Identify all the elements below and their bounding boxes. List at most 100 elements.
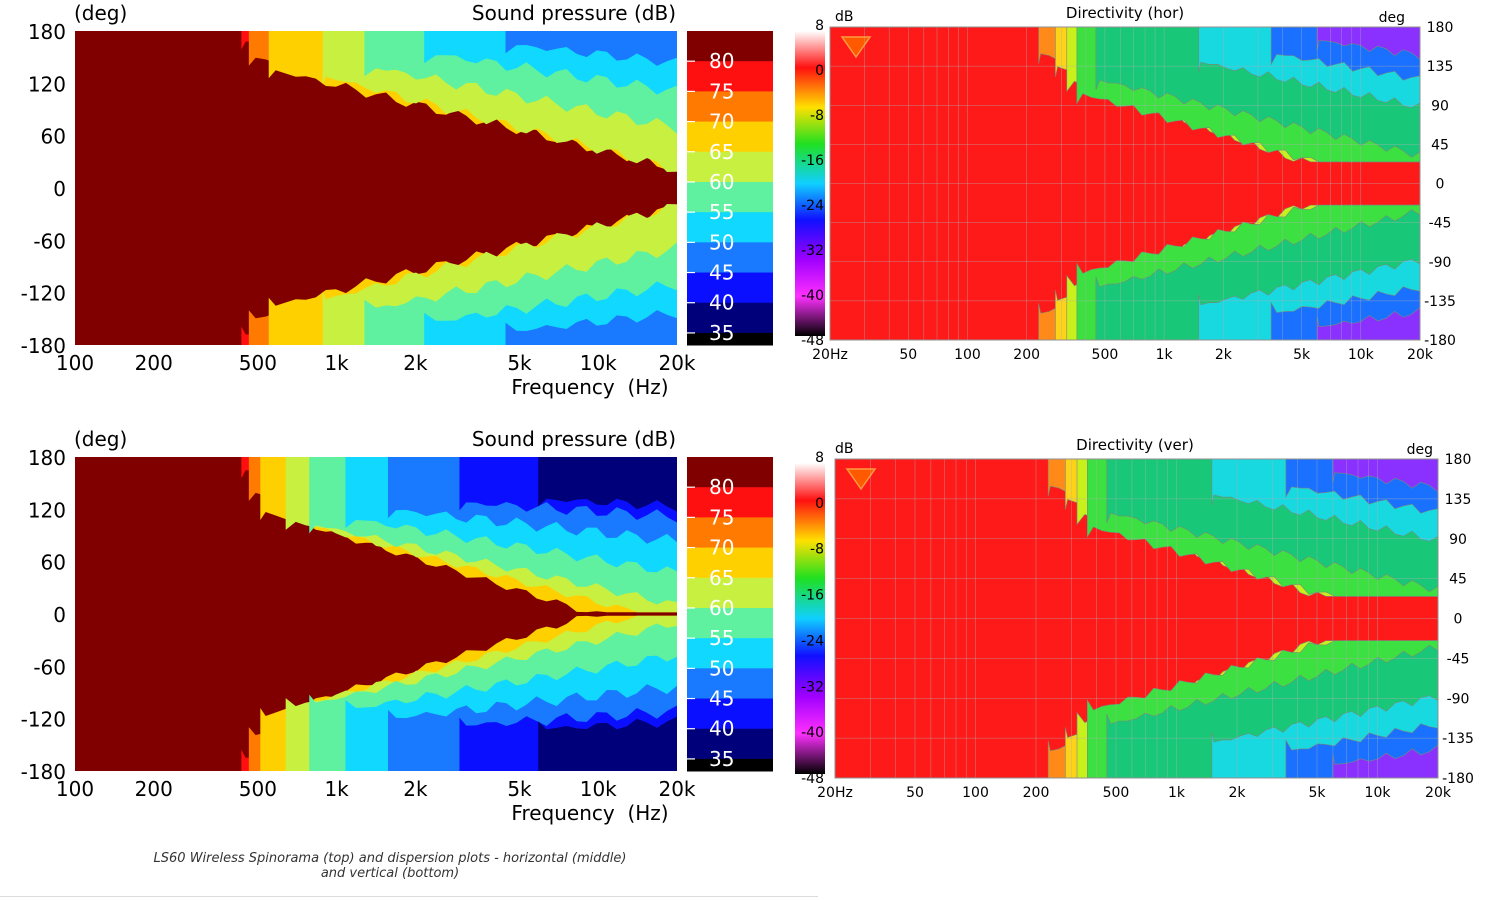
legend-swatch xyxy=(687,212,773,243)
colorbar-tick-label: -40 xyxy=(801,725,824,741)
x-tick-label: 2k xyxy=(1228,785,1246,801)
y-tick-label: -90 xyxy=(1447,691,1470,707)
chart-title: Directivity (hor) xyxy=(1066,4,1184,22)
contour-band-bottom xyxy=(538,716,677,771)
y-tick-label: 120 xyxy=(28,498,66,522)
y-axis-label: deg xyxy=(1407,442,1433,458)
y-tick-label: -180 xyxy=(1424,333,1456,349)
x-tick-label: 5k xyxy=(507,777,532,801)
x-tick-label: 50 xyxy=(906,785,924,801)
y-tick-label: -45 xyxy=(1429,216,1452,232)
colorbar-tick-label: 8 xyxy=(815,18,824,34)
legend-swatch xyxy=(687,607,773,639)
x-tick-label: 500 xyxy=(1103,785,1130,801)
y-tick-label: 90 xyxy=(1449,532,1467,548)
legend-swatch xyxy=(687,91,773,123)
colorbar-tick-label: -24 xyxy=(801,198,824,214)
legend-label: 35 xyxy=(709,747,734,771)
legend-swatch xyxy=(687,302,773,334)
legend-swatch xyxy=(687,698,773,730)
x-axis-label: Frequency (Hz) xyxy=(511,801,668,825)
colorbar-label: dB xyxy=(835,441,854,457)
x-tick-label: 10k xyxy=(580,777,617,801)
y-tick-label: 180 xyxy=(1427,20,1454,36)
y-tick-label: 0 xyxy=(53,603,66,627)
x-tick-label: 10k xyxy=(1348,347,1375,363)
directivity-plot-area xyxy=(835,459,1438,778)
legend-label: 45 xyxy=(709,261,734,285)
grid-lines xyxy=(829,26,1421,341)
x-tick-label: 500 xyxy=(239,777,277,801)
legend-label: 50 xyxy=(709,656,734,680)
legend-label: 75 xyxy=(709,79,734,103)
y-tick-label: -120 xyxy=(21,282,66,306)
legend-label: 65 xyxy=(709,140,734,164)
x-tick-label: 2k xyxy=(403,777,428,801)
x-tick-label: 500 xyxy=(1092,347,1119,363)
legend-label: 60 xyxy=(709,170,734,194)
legend-swatch xyxy=(687,517,773,549)
y-tick-label: 0 xyxy=(53,177,66,201)
x-tick-label: 100 xyxy=(56,777,94,801)
x-tick-label: 50 xyxy=(899,347,917,363)
x-ticks: 20Hz 50 100 200 500 1k 2k 5k 10k 20k xyxy=(817,785,1452,801)
x-tick-label: 1k xyxy=(324,351,349,375)
colorbar-tick-label: -32 xyxy=(801,243,824,259)
legend-swatch xyxy=(687,272,773,304)
x-tick-label: 20k xyxy=(658,777,695,801)
x-tick-label: 5k xyxy=(1293,347,1311,363)
legend-swatch xyxy=(687,577,773,609)
y-tick-label: 0 xyxy=(1454,612,1463,628)
colorbar-tick-label: 0 xyxy=(815,63,824,79)
legend-label: 65 xyxy=(709,566,734,590)
y-axis-label: (deg) xyxy=(74,1,127,25)
legend: 80 75 70 65 60 55 50 45 40 35 xyxy=(687,31,773,346)
colorbar-tick-label: -8 xyxy=(810,108,824,124)
contour-band-top xyxy=(1332,459,1438,493)
legend-label: 80 xyxy=(709,475,734,499)
legend: 80 75 70 65 60 55 50 45 40 35 xyxy=(687,457,773,772)
colorbar-ticks: 8 0 -8 -16 -24 -32 -40 -48 xyxy=(801,18,824,349)
legend-swatch xyxy=(687,668,773,700)
colorbar-tick-label: -48 xyxy=(801,771,824,787)
spl-chart-top-svg: (deg) Sound pressure (dB) 180 120 60 0 -60 -1… xyxy=(21,1,773,399)
x-ticks: 20Hz 50 100 200 500 1k 2k 5k 10k 20k xyxy=(812,347,1434,363)
y-tick-label: -60 xyxy=(33,229,66,253)
x-tick-label: 20k xyxy=(658,351,695,375)
legend-swatch xyxy=(687,457,773,488)
x-tick-label: 10k xyxy=(1365,785,1392,801)
legend-label: 50 xyxy=(709,230,734,254)
y-tick-label: -90 xyxy=(1429,255,1452,271)
legend-swatch xyxy=(687,242,773,274)
y-tick-label: -180 xyxy=(21,760,66,784)
colorbar-tick-label: -40 xyxy=(801,288,824,304)
legend-swatch xyxy=(687,181,773,213)
legend-label: 60 xyxy=(709,596,734,620)
y-axis-label: (deg) xyxy=(74,427,127,451)
chart-title: Directivity (ver) xyxy=(1076,436,1194,454)
directivity-chart-ver: dB Directivity (ver) deg 180 135 90 45 0 -45 -… xyxy=(790,432,1485,832)
y-tick-label: -180 xyxy=(1442,771,1474,787)
caption-line-1: LS60 Wireless Spinorama (top) and disper… xyxy=(153,851,627,866)
directivity-chart-hor: dB Directivity (hor) deg 180 135 90 45 0 -45 -… xyxy=(790,0,1485,400)
x-tick-label: 1k xyxy=(1168,785,1186,801)
logo-icon xyxy=(840,36,872,59)
legend-label: 55 xyxy=(709,626,734,650)
x-tick-label: 500 xyxy=(239,351,277,375)
legend-swatch xyxy=(687,332,773,346)
spl-chart-bottom: (deg) Sound pressure (dB) 180 120 60 0 -60 -1… xyxy=(0,426,790,826)
y-tick-label: 180 xyxy=(1445,452,1472,468)
x-tick-label: 2k xyxy=(1215,347,1233,363)
legend-swatch xyxy=(687,61,773,92)
y-tick-label: 0 xyxy=(1436,177,1445,193)
y-axis-label: deg xyxy=(1379,10,1405,26)
legend-swatch xyxy=(687,487,773,518)
colorbar-gradient xyxy=(795,31,825,336)
x-tick-label: 20Hz xyxy=(812,347,848,363)
colorbar-tick-label: -48 xyxy=(801,333,824,349)
y-tick-label: 90 xyxy=(1431,98,1449,114)
colorbar-gradient xyxy=(795,463,825,774)
y-tick-label: 120 xyxy=(28,72,66,96)
y-tick-label: -120 xyxy=(21,708,66,732)
spl-plot-area xyxy=(75,457,677,771)
